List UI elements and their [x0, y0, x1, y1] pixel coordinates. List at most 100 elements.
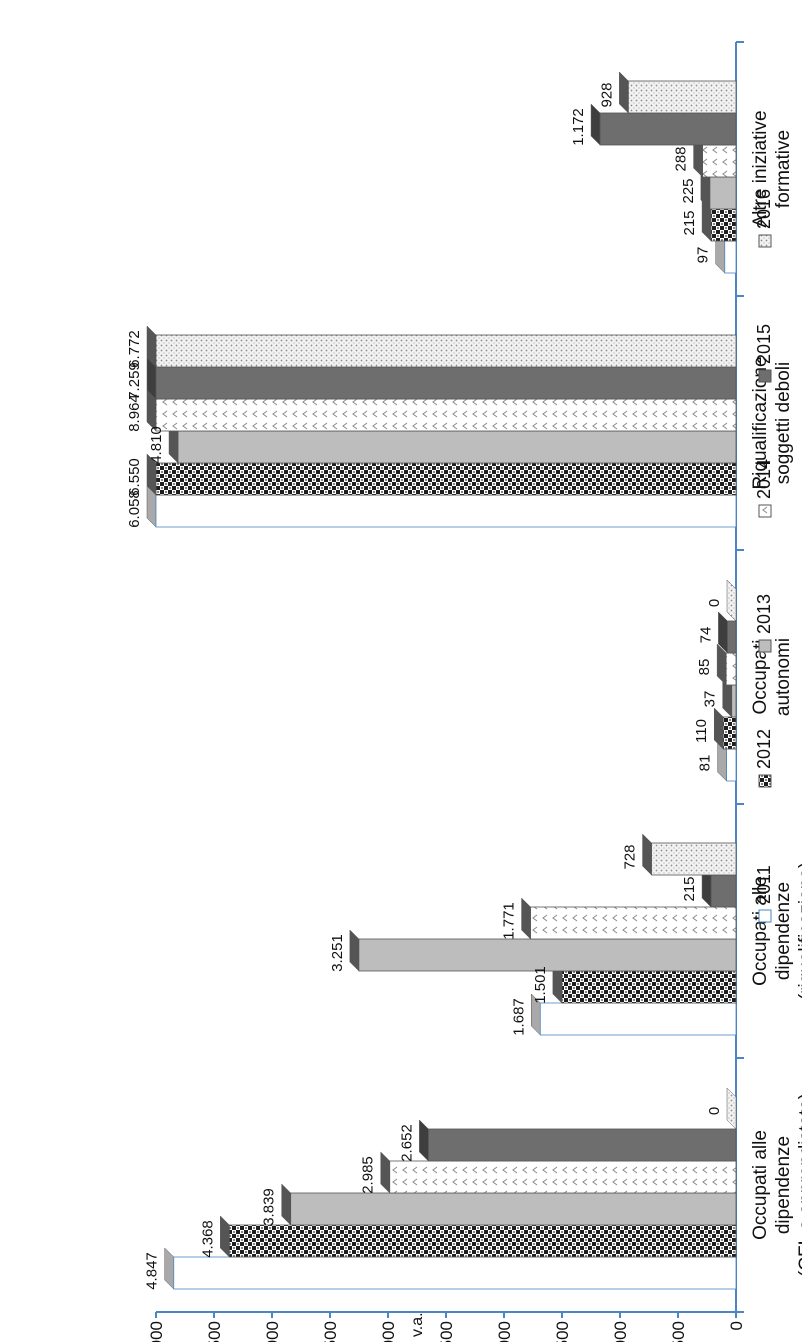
category-label: Occupati autonomi — [750, 638, 794, 716]
data-label-2013: 4.810 — [148, 426, 165, 464]
bar-face — [627, 80, 737, 114]
bar-2016 — [726, 1087, 737, 1130]
data-label-2015: 2.652 — [398, 1124, 415, 1162]
category-label-line: (CFL o apprendistato) — [796, 1093, 802, 1277]
category-label-line: Occupati alle — [750, 876, 771, 986]
data-label-2013: 3.839 — [261, 1188, 278, 1226]
bar-2015 — [419, 1119, 737, 1162]
bar-top — [642, 833, 652, 876]
value-axis-tick-label: 500 — [669, 1321, 688, 1342]
bar-face — [702, 144, 737, 178]
bar-face — [155, 334, 737, 368]
data-label-2012: 1.501 — [532, 966, 549, 1004]
data-label-2014: 288 — [673, 146, 690, 171]
bar-2016 — [726, 579, 737, 622]
bar-top — [349, 929, 360, 972]
data-label-2016: 6.772 — [126, 330, 143, 368]
data-label-2011: 6.058 — [126, 490, 143, 528]
category-label-line: dipendenze — [773, 1136, 794, 1234]
data-label-2012: 6.550 — [126, 458, 143, 496]
legend-swatch — [758, 504, 772, 518]
bar-2014 — [693, 135, 737, 178]
data-label-2016: 0 — [706, 599, 723, 607]
bar-face — [173, 1256, 737, 1290]
data-label-2015: 215 — [681, 876, 698, 901]
bar-face — [228, 1224, 737, 1258]
data-label-2015: 1.172 — [570, 108, 587, 146]
bar-face-zero — [726, 1087, 737, 1130]
value-axis-tick-label: 1.000 — [611, 1321, 630, 1342]
legend-item-2013: 2013 — [754, 594, 774, 653]
bar-face — [155, 366, 737, 400]
bar-top — [521, 897, 531, 940]
bar-face — [290, 1192, 737, 1226]
value-axis-tick-label: 0 — [727, 1321, 746, 1330]
bar-face — [726, 748, 737, 782]
data-label-2011: 97 — [695, 247, 712, 264]
legend-label: 2014 — [754, 459, 774, 499]
legend-label: 2011 — [754, 865, 774, 904]
legend-label: 2016 — [754, 189, 774, 229]
legend-label: 2012 — [754, 729, 774, 769]
category-label-line: formative — [773, 130, 794, 208]
bar-face — [709, 176, 737, 210]
data-label-2013: 3.251 — [329, 934, 346, 972]
category-label-line: (riqualificazione) — [796, 862, 802, 1000]
bar-face — [722, 716, 737, 750]
value-axis-tick-label: 5.000 — [147, 1321, 166, 1342]
bar-2011 — [717, 739, 737, 782]
value-axis-tick-label: 1.500 — [553, 1321, 572, 1342]
bar-2015 — [146, 357, 737, 400]
bar-2012 — [713, 707, 737, 750]
bar-2013 — [349, 929, 737, 972]
value-axis-tick-label: 4.000 — [263, 1321, 282, 1342]
bar-top — [713, 707, 724, 750]
bar-2011 — [531, 993, 737, 1036]
bar-face — [389, 1160, 737, 1194]
bar-face — [651, 842, 737, 876]
bar-face — [155, 398, 737, 432]
bar-face — [599, 112, 737, 146]
y-axis-label: v.a. — [409, 1312, 426, 1337]
axes: 0 500 1.000 1.500 2.000 2.500 3.000 3.500 4.000 4… — [147, 41, 802, 1342]
bar-2015 — [590, 103, 737, 146]
bar-2012 — [701, 199, 737, 242]
bar-2016 — [146, 325, 737, 368]
data-label-2012: 4.368 — [199, 1220, 216, 1258]
bars — [146, 71, 737, 1290]
bar-top — [164, 1247, 174, 1290]
bar-2015 — [701, 865, 737, 908]
data-label-2014: 8.964 — [126, 394, 143, 432]
data-label-2014: 1.771 — [501, 902, 518, 940]
category-label-line: Occupati alle — [750, 1130, 771, 1240]
bar-face — [727, 620, 737, 654]
data-labels: 4.847 4.368 3.839 2.985 2.652 0 1.687 1.501 3.25… — [126, 82, 723, 1289]
bar-2015 — [718, 611, 737, 654]
bar-face — [561, 970, 737, 1004]
value-axis-tick-label: 3.000 — [379, 1321, 398, 1342]
category-label-line: autonomi — [773, 638, 794, 716]
bar-top — [380, 1151, 390, 1194]
bar-face — [710, 208, 737, 242]
bar-2013 — [700, 167, 737, 210]
data-label-2016: 928 — [598, 82, 615, 107]
value-axis-tick-label: 2.000 — [495, 1321, 514, 1342]
value-axis-tick-label: 4.500 — [205, 1321, 224, 1342]
bar-top — [619, 71, 629, 114]
legend-label: 2015 — [754, 324, 774, 364]
category-label-line: soggetti deboli — [773, 362, 794, 485]
bar-top — [220, 1215, 230, 1258]
bar-top — [419, 1119, 429, 1162]
data-label-2014: 85 — [696, 659, 713, 676]
bar-face — [724, 240, 737, 274]
bar-top — [281, 1183, 291, 1226]
data-label-2015: 7.259 — [126, 362, 143, 400]
category-label-line: Occupati — [750, 640, 771, 715]
category-label-line: Riqualificazione — [750, 356, 771, 489]
data-label-2012: 110 — [693, 719, 710, 743]
data-label-2016: 0 — [706, 1107, 723, 1115]
legend-item-2012: 2012 — [754, 729, 774, 788]
data-label-2012: 215 — [681, 210, 698, 235]
